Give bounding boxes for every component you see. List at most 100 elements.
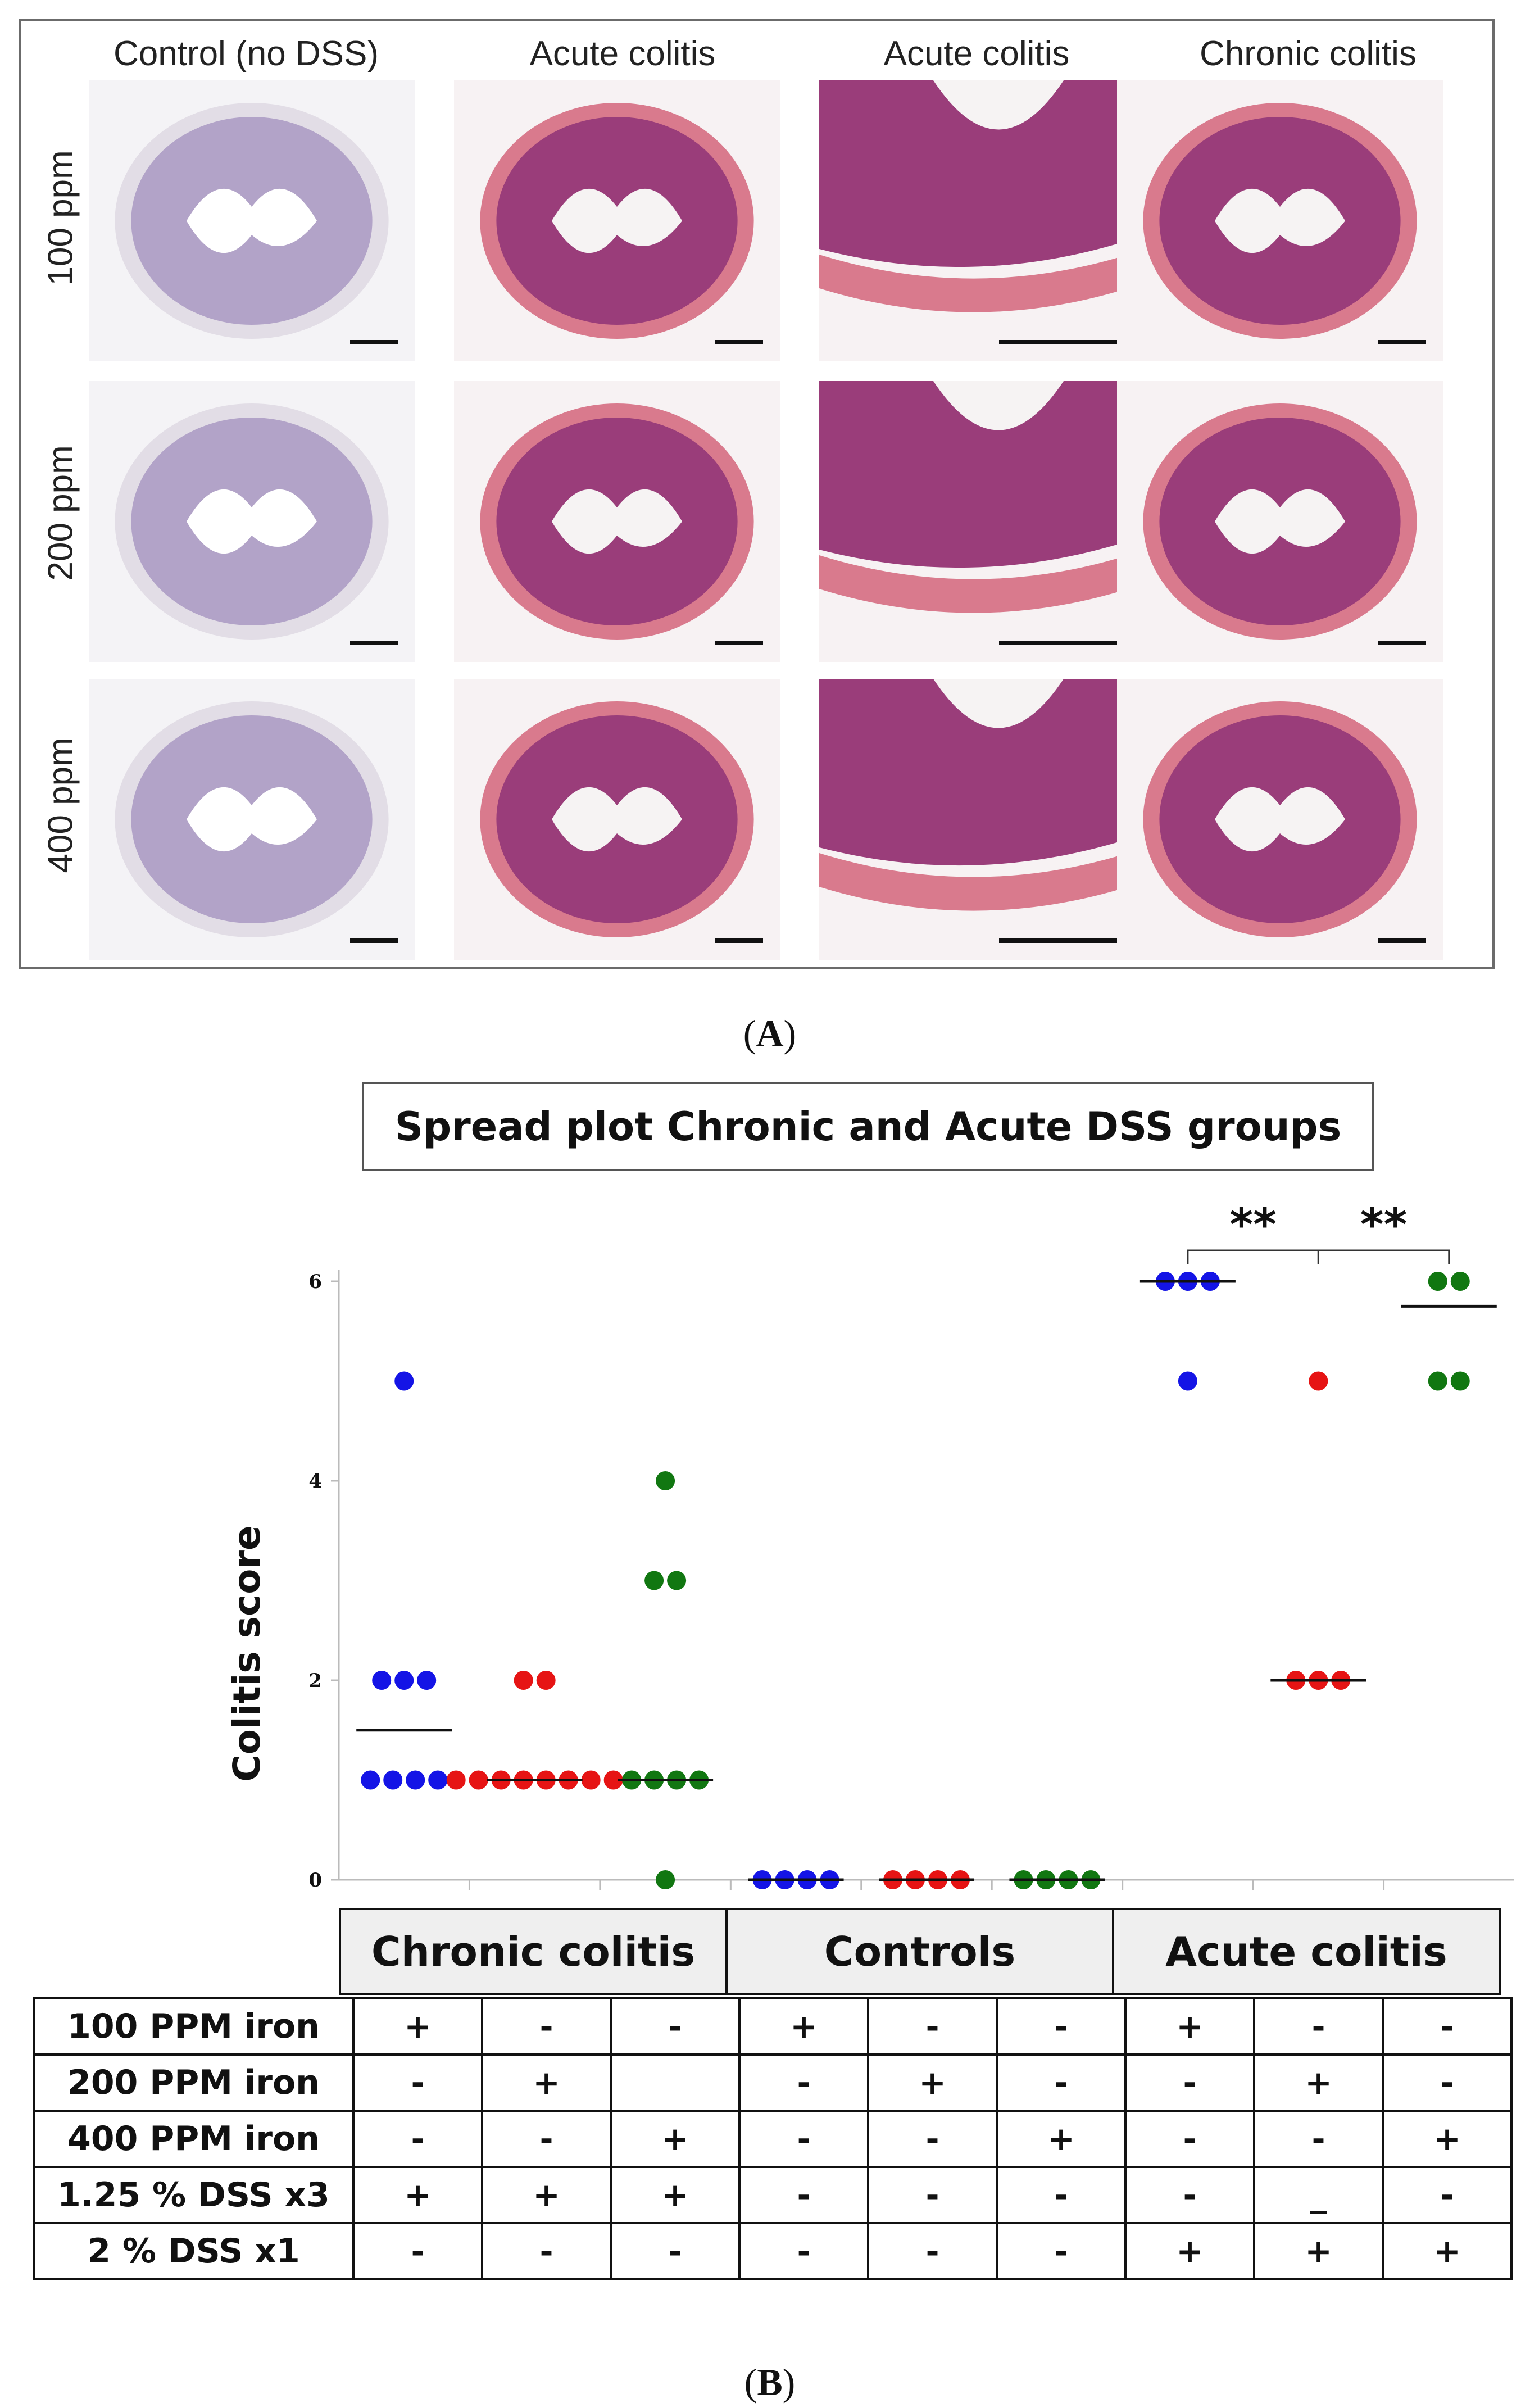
spread-plot: 0 2 4 6 Colitis score ** ** (225, 1199, 1514, 1892)
significance-marker: ** (1229, 1199, 1277, 1251)
histology-image-r3-c3 (819, 679, 1145, 960)
y-axis-label: Colitis score (225, 1525, 269, 1782)
table-cell: - (867, 2222, 998, 2280)
data-point (656, 1471, 675, 1490)
data-point (428, 1770, 448, 1790)
column-header-chronic: Chronic colitis (1200, 34, 1417, 73)
y-tick-label: 4 (308, 1470, 322, 1493)
data-point (394, 1371, 414, 1391)
data-point (406, 1770, 425, 1790)
group-header-row: Chronic colitis Controls Acute colitis (339, 1908, 1501, 1995)
histology-image-r3-c1 (89, 679, 415, 960)
table-cell: + (481, 2166, 612, 2224)
table-cell: - (1382, 2053, 1513, 2112)
table-cell: - (1382, 2166, 1513, 2224)
table-cell: + (610, 2110, 741, 2168)
table-cell: + (1253, 2222, 1384, 2280)
data-point (581, 1770, 601, 1790)
table-row-label: 100 PPM iron (33, 1997, 355, 2056)
significance-bracket (1317, 1249, 1450, 1264)
table-cell: + (1382, 2222, 1513, 2280)
column-header-acute-1: Acute colitis (529, 34, 716, 73)
table-cell: - (1124, 2110, 1255, 2168)
table-row-label: 1.25 % DSS x3 (33, 2166, 355, 2224)
data-point (536, 1671, 556, 1690)
data-point (1428, 1371, 1447, 1391)
table-cell: + (867, 2053, 998, 2112)
data-point (1428, 1272, 1447, 1291)
table-row-label: 2 % DSS x1 (33, 2222, 355, 2280)
table-cell: _ (1253, 2166, 1384, 2224)
table-cell: - (352, 2053, 483, 2112)
table-row: 1.25 % DSS x3 + + + - - - - _ - (33, 2166, 1513, 2224)
table-row: 200 PPM iron - + - + - - + - (33, 2053, 1513, 2112)
table-cell: - (1253, 1997, 1384, 2056)
group-header-controls: Controls (725, 1908, 1114, 1995)
table-cell (610, 2053, 741, 2112)
table-cell: - (610, 2222, 741, 2280)
panel-label-b: (B) (744, 2361, 796, 2404)
table-cell: - (481, 2110, 612, 2168)
table-cell: + (352, 1997, 483, 2056)
group-header-acute: Acute colitis (1112, 1908, 1501, 1995)
data-point (361, 1770, 380, 1790)
table-cell: + (1124, 2222, 1255, 2280)
table-cell: - (996, 1997, 1127, 2056)
data-point (667, 1571, 687, 1590)
table-cell: - (1124, 2053, 1255, 2112)
table-row: 400 PPM iron - - + - - + - - + (33, 2110, 1513, 2168)
table-cell: - (1253, 2110, 1384, 2168)
histology-image-r1-c1 (89, 80, 415, 361)
table-cell: - (738, 2110, 869, 2168)
row-label-400ppm: 400 ppm (41, 737, 80, 873)
table-cell: + (1124, 1997, 1255, 2056)
data-point (1450, 1371, 1470, 1391)
table-cell: - (738, 2222, 869, 2280)
data-point (394, 1671, 414, 1690)
table-cell: - (996, 2053, 1127, 2112)
column-header-acute-2: Acute colitis (883, 34, 1070, 73)
histology-image-r1-c2 (454, 80, 780, 361)
table-cell: + (610, 2166, 741, 2224)
histology-image-r2-c3 (819, 381, 1145, 662)
table-row: 100 PPM iron + - - + - - + - - (33, 1997, 1513, 2056)
table-cell: - (1382, 1997, 1513, 2056)
data-point (446, 1770, 466, 1790)
table-row-label: 400 PPM iron (33, 2110, 355, 2168)
row-label-200ppm: 200 ppm (41, 445, 80, 581)
data-point (1450, 1272, 1470, 1291)
data-point (603, 1770, 623, 1790)
table-cell: - (352, 2110, 483, 2168)
table-cell: + (1253, 2053, 1384, 2112)
histology-image-r1-c4 (1117, 80, 1443, 361)
histology-panel: Control (no DSS) Acute colitis Acute col… (19, 19, 1495, 969)
table-cell: - (481, 1997, 612, 2056)
y-tick-label: 2 (308, 1670, 322, 1692)
table-cell: - (610, 1997, 741, 2056)
data-point (656, 1870, 675, 1889)
data-point (1178, 1371, 1197, 1391)
table-cell: - (867, 1997, 998, 2056)
histology-image-r2-c4 (1117, 381, 1443, 662)
table-cell: - (996, 2166, 1127, 2224)
significance-bracket (1187, 1249, 1319, 1264)
histology-image-r3-c4 (1117, 679, 1443, 960)
data-point (469, 1770, 488, 1790)
histology-image-r3-c2 (454, 679, 780, 960)
table-row: 2 % DSS x1- - - - - - + + + (33, 2222, 1513, 2280)
data-point (383, 1770, 403, 1790)
data-point (514, 1671, 533, 1690)
group-header-chronic: Chronic colitis (339, 1908, 728, 1995)
data-point (372, 1671, 392, 1690)
data-point (1309, 1371, 1328, 1391)
row-label-100ppm: 100 ppm (41, 150, 80, 286)
histology-image-r2-c1 (89, 381, 415, 662)
data-point (644, 1571, 664, 1590)
histology-image-r2-c2 (454, 381, 780, 662)
chart-title: Spread plot Chronic and Acute DSS groups (362, 1082, 1374, 1171)
table-cell: - (738, 2053, 869, 2112)
table-cell: - (867, 2110, 998, 2168)
table-cell: - (996, 2222, 1127, 2280)
table-cell: - (352, 2222, 483, 2280)
table-cell: + (352, 2166, 483, 2224)
